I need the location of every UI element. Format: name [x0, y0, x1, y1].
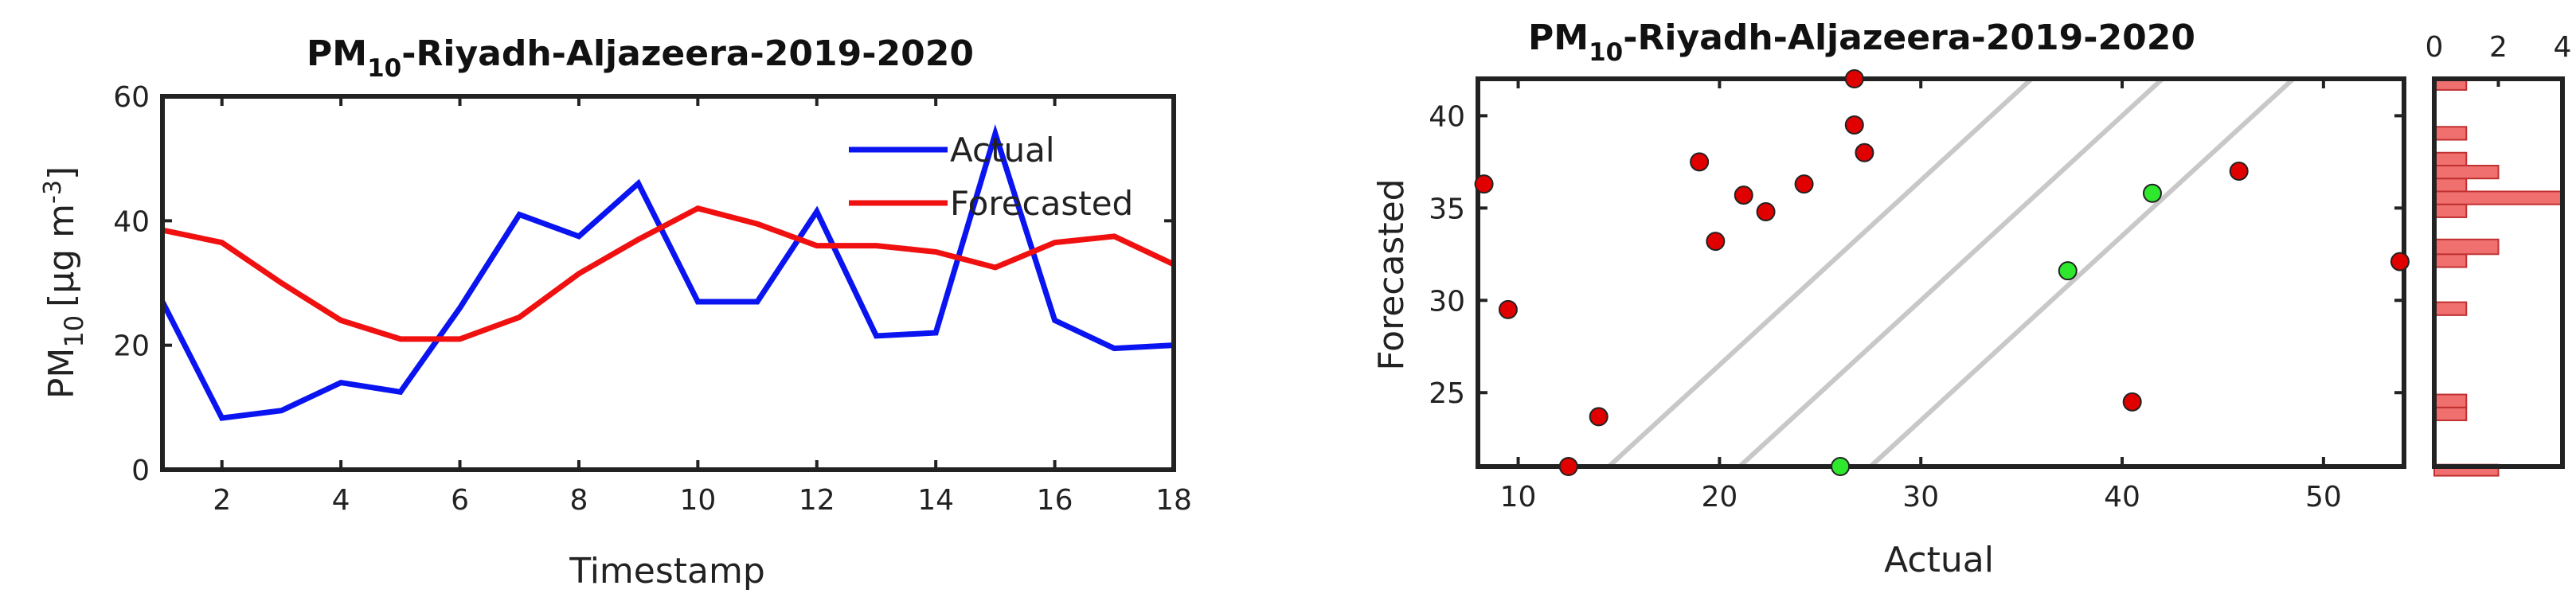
scatter-point [1474, 174, 1494, 194]
histogram-bar [2433, 190, 2563, 205]
line-chart-legend: Actual Forecasted [849, 131, 1133, 223]
scatter-point [1690, 152, 1710, 172]
y-tick-label: 0 [131, 455, 150, 487]
y-tick-label: 25 [1429, 377, 1465, 410]
x-tick-label: 10 [679, 484, 716, 517]
x-tick-label: 10 [1500, 481, 1537, 513]
scatter-chart-frame [1476, 76, 2406, 469]
scatter-point [1844, 69, 1864, 88]
histogram-bar [2433, 151, 2468, 166]
histogram-bar [2433, 253, 2468, 268]
x-tick-label: 6 [451, 484, 469, 517]
y-tick-label: 40 [1429, 100, 1465, 133]
y-tick-label: 60 [113, 81, 150, 114]
histogram-bar [2433, 178, 2468, 193]
histogram-bar [2433, 301, 2468, 316]
x-tick-label: 8 [569, 484, 588, 517]
series-line-forecasted [162, 205, 1175, 342]
series-line-actual [159, 124, 1175, 421]
y-tick-label: 20 [113, 330, 150, 363]
line-chart-series [159, 124, 1175, 421]
hist-tick-label: 0 [2426, 31, 2444, 64]
histogram-bar [2433, 126, 2468, 141]
x-tick-label: 18 [1155, 484, 1192, 517]
scatter-chart-title: PM10-Riyadh-Aljazeera-2019-2020 [1528, 18, 2195, 67]
scatter-point [2142, 183, 2162, 203]
reference-line [1868, 76, 2295, 469]
hist-tick-label: 4 [2554, 31, 2572, 64]
histogram-bar [2433, 238, 2500, 256]
hist-tick-label: 2 [2489, 31, 2508, 64]
x-tick-label: 50 [2305, 481, 2342, 513]
histogram-bars [2433, 78, 2563, 477]
scatter-point [2122, 392, 2142, 412]
scatter-point [1706, 232, 1726, 252]
scatter-point [1589, 407, 1609, 427]
scatter-point [1844, 115, 1864, 135]
scatter-ticks: 10 20 30 40 50 25 30 35 40 [1429, 79, 2404, 513]
scatter-reference-lines [1607, 76, 2295, 469]
x-tick-label: 14 [917, 484, 954, 517]
x-tick-label: 40 [2104, 481, 2140, 513]
scatter-chart-ylabel: Forecasted [1371, 178, 1412, 370]
scatter-point [1558, 457, 1578, 476]
scatter-chart: PM10-Riyadh-Aljazeera-2019-2020 10 20 30 40… [1371, 18, 2410, 580]
x-tick-label: 20 [1701, 481, 1738, 513]
x-tick-label: 30 [1902, 481, 1939, 513]
y-tick-label: 35 [1429, 193, 1465, 225]
x-tick-label: 4 [332, 484, 350, 517]
histogram-chart: 0 2 4 [2426, 31, 2572, 477]
scatter-point [2390, 252, 2410, 271]
x-tick-label: 2 [213, 484, 231, 517]
scatter-point [1498, 299, 1518, 319]
line-chart: PM10-Riyadh-Aljazeera-2019-2020 2 4 6 8 10 12… [39, 33, 1192, 592]
scatter-point [1855, 143, 1874, 162]
x-tick-label: 12 [799, 484, 835, 517]
line-chart-frame [160, 94, 1176, 472]
scatter-point [1734, 185, 1753, 205]
scatter-point [2229, 161, 2249, 181]
histogram-bar [2433, 203, 2468, 218]
x-tick-label: 16 [1037, 484, 1073, 517]
line-chart-ylabel: PM10[μg m-3] [39, 166, 89, 399]
scatter-point [1831, 457, 1851, 476]
histogram-frame [2432, 76, 2565, 469]
legend-label-forecasted: Forecasted [950, 184, 1133, 223]
histogram-ticks: 0 2 4 [2426, 31, 2572, 87]
scatter-point [1794, 174, 1814, 194]
y-tick-label: 40 [113, 205, 150, 238]
reference-line [1738, 76, 2164, 469]
histogram-bar [2433, 393, 2468, 408]
scatter-points [1474, 69, 2410, 476]
scatter-point [2058, 261, 2078, 281]
scatter-chart-xlabel: Actual [1884, 540, 1994, 580]
line-chart-title: PM10-Riyadh-Aljazeera-2019-2020 [307, 33, 974, 83]
line-chart-ticks: 2 4 6 8 10 12 14 16 18 0 20 40 60 [113, 81, 1192, 517]
line-chart-xlabel: Timestamp [569, 551, 765, 592]
histogram-bar [2433, 164, 2500, 180]
y-tick-label: 30 [1429, 285, 1465, 318]
scatter-point [1756, 201, 1776, 221]
histogram-bar [2433, 406, 2468, 422]
reference-line [1607, 76, 2034, 469]
legend-label-actual: Actual [950, 131, 1055, 170]
